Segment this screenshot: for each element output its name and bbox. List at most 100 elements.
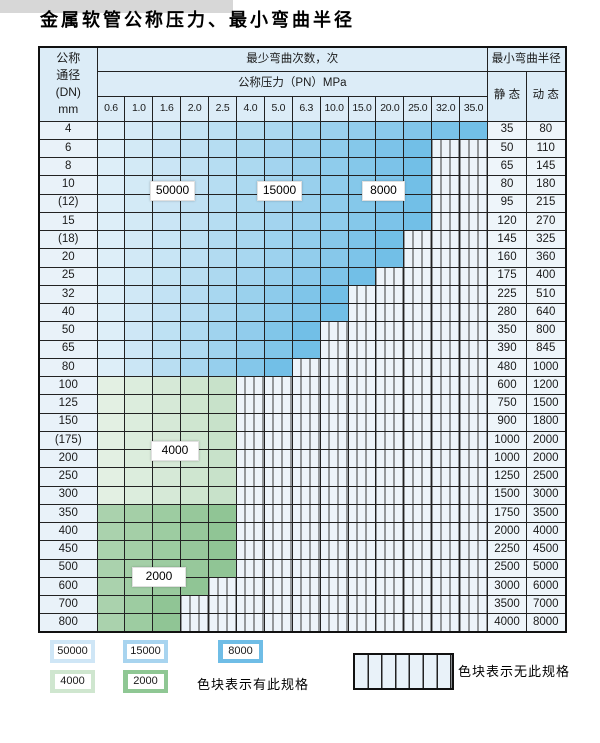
spec-cell bbox=[375, 229, 405, 250]
dn-cell: 800 bbox=[38, 613, 98, 633]
dn-cell: 15 bbox=[38, 211, 98, 232]
legend-no-spec-swatch bbox=[353, 653, 454, 690]
no-spec-cell bbox=[319, 467, 349, 487]
pressure-values-row: 0.6 1.0 1.6 2.0 2.5 4.0 5.0 6.3 10.0 15.0 20.0 25.0… bbox=[39, 95, 566, 122]
table-row: 800 4000 8000 bbox=[38, 613, 566, 633]
no-spec-cell bbox=[291, 448, 321, 469]
static-radius-cell: 50 bbox=[487, 138, 527, 159]
spec-cell bbox=[403, 193, 433, 213]
spec-cell bbox=[208, 375, 237, 396]
static-radius-cell: 160 bbox=[487, 248, 527, 268]
no-spec-cell bbox=[291, 576, 321, 597]
dn-cell: 10 bbox=[38, 175, 98, 195]
spec-cell bbox=[124, 120, 154, 140]
spec-cell bbox=[208, 193, 237, 213]
no-spec-cell bbox=[291, 485, 321, 505]
no-spec-cell bbox=[347, 594, 377, 615]
no-spec-cell bbox=[431, 448, 461, 469]
spec-cell bbox=[208, 394, 237, 414]
spec-cell bbox=[180, 120, 210, 140]
spec-cell bbox=[235, 321, 265, 341]
no-spec-cell bbox=[263, 540, 293, 560]
dn-header-cell: 公称 通径 (DN) mm bbox=[38, 46, 98, 122]
no-spec-cell bbox=[319, 448, 349, 469]
spec-cell bbox=[152, 485, 182, 505]
no-spec-cell bbox=[403, 448, 433, 469]
dynamic-radius-cell: 1000 bbox=[526, 357, 566, 378]
spec-cell bbox=[235, 120, 265, 140]
table-row: 100 600 1200 bbox=[38, 375, 566, 396]
static-radius-cell: 175 bbox=[487, 266, 527, 286]
spec-cell bbox=[375, 211, 405, 232]
spec-cell bbox=[208, 138, 237, 159]
no-spec-cell bbox=[235, 467, 265, 487]
spec-cell bbox=[124, 248, 154, 268]
spec-cell bbox=[263, 357, 293, 378]
spec-cell bbox=[180, 339, 210, 359]
spec-cell bbox=[152, 284, 182, 305]
spec-cell bbox=[124, 211, 154, 232]
spec-cell bbox=[180, 521, 210, 542]
dn-cell: 6 bbox=[38, 138, 98, 159]
spec-cell bbox=[96, 175, 126, 195]
legend-swatch-8000: 8000 bbox=[218, 640, 263, 663]
dynamic-radius-cell: 8000 bbox=[526, 613, 566, 633]
no-spec-cell bbox=[347, 430, 377, 451]
spec-cell bbox=[152, 503, 182, 524]
dynamic-radius-cell: 510 bbox=[526, 284, 566, 305]
dn-cell: 500 bbox=[38, 558, 98, 578]
no-spec-cell bbox=[431, 175, 461, 195]
no-spec-cell bbox=[403, 467, 433, 487]
no-spec-cell bbox=[347, 576, 377, 597]
no-spec-cell bbox=[375, 321, 405, 341]
spec-cell bbox=[124, 448, 154, 469]
static-radius-cell: 120 bbox=[487, 211, 527, 232]
dn-cell: 200 bbox=[38, 448, 98, 469]
spec-cell bbox=[403, 211, 433, 232]
no-spec-cell bbox=[263, 448, 293, 469]
no-spec-cell bbox=[375, 467, 405, 487]
spec-cell bbox=[96, 412, 126, 432]
spec-cell bbox=[96, 375, 126, 396]
spec-cell bbox=[347, 138, 377, 159]
spec-cell bbox=[347, 156, 377, 177]
no-spec-cell bbox=[291, 394, 321, 414]
no-spec-cell bbox=[431, 339, 461, 359]
table-row: 250 1250 2500 bbox=[38, 467, 566, 487]
spec-cell bbox=[152, 412, 182, 432]
no-spec-cell bbox=[347, 540, 377, 560]
spec-cell bbox=[347, 248, 377, 268]
no-spec-cell bbox=[291, 375, 321, 396]
table-row: 65 390 845 bbox=[38, 339, 566, 359]
no-spec-cell bbox=[403, 594, 433, 615]
spec-cell bbox=[124, 156, 154, 177]
dynamic-radius-cell: 7000 bbox=[526, 594, 566, 615]
spec-cell bbox=[263, 339, 293, 359]
spec-cell bbox=[180, 229, 210, 250]
table-header: 公称 通径 (DN) mm 最少弯曲次数，次 最小弯曲半径 公称压力（PN）MP… bbox=[38, 46, 566, 122]
spec-cell bbox=[124, 321, 154, 341]
spec-cell bbox=[375, 120, 405, 140]
spec-cell bbox=[180, 321, 210, 341]
pressure-col-header: 4.0 bbox=[235, 95, 265, 122]
spec-cell bbox=[152, 229, 182, 250]
no-spec-cell bbox=[431, 503, 461, 524]
spec-cell bbox=[319, 229, 349, 250]
no-spec-cell bbox=[291, 430, 321, 451]
no-spec-cell bbox=[431, 521, 461, 542]
no-spec-cell bbox=[319, 594, 349, 615]
table-row: 500 2500 5000 bbox=[38, 558, 566, 578]
no-spec-cell bbox=[347, 467, 377, 487]
no-spec-cell bbox=[375, 521, 405, 542]
no-spec-cell bbox=[403, 430, 433, 451]
no-spec-cell bbox=[459, 175, 488, 195]
no-spec-cell bbox=[319, 321, 349, 341]
no-spec-cell bbox=[431, 266, 461, 286]
spec-cell bbox=[291, 248, 321, 268]
dn-cell: (18) bbox=[38, 229, 98, 250]
no-spec-cell bbox=[263, 613, 293, 633]
spec-cell bbox=[124, 540, 154, 560]
legend-swatch-label: 15000 bbox=[127, 644, 164, 659]
no-spec-cell bbox=[403, 229, 433, 250]
static-radius-cell: 350 bbox=[487, 321, 527, 341]
